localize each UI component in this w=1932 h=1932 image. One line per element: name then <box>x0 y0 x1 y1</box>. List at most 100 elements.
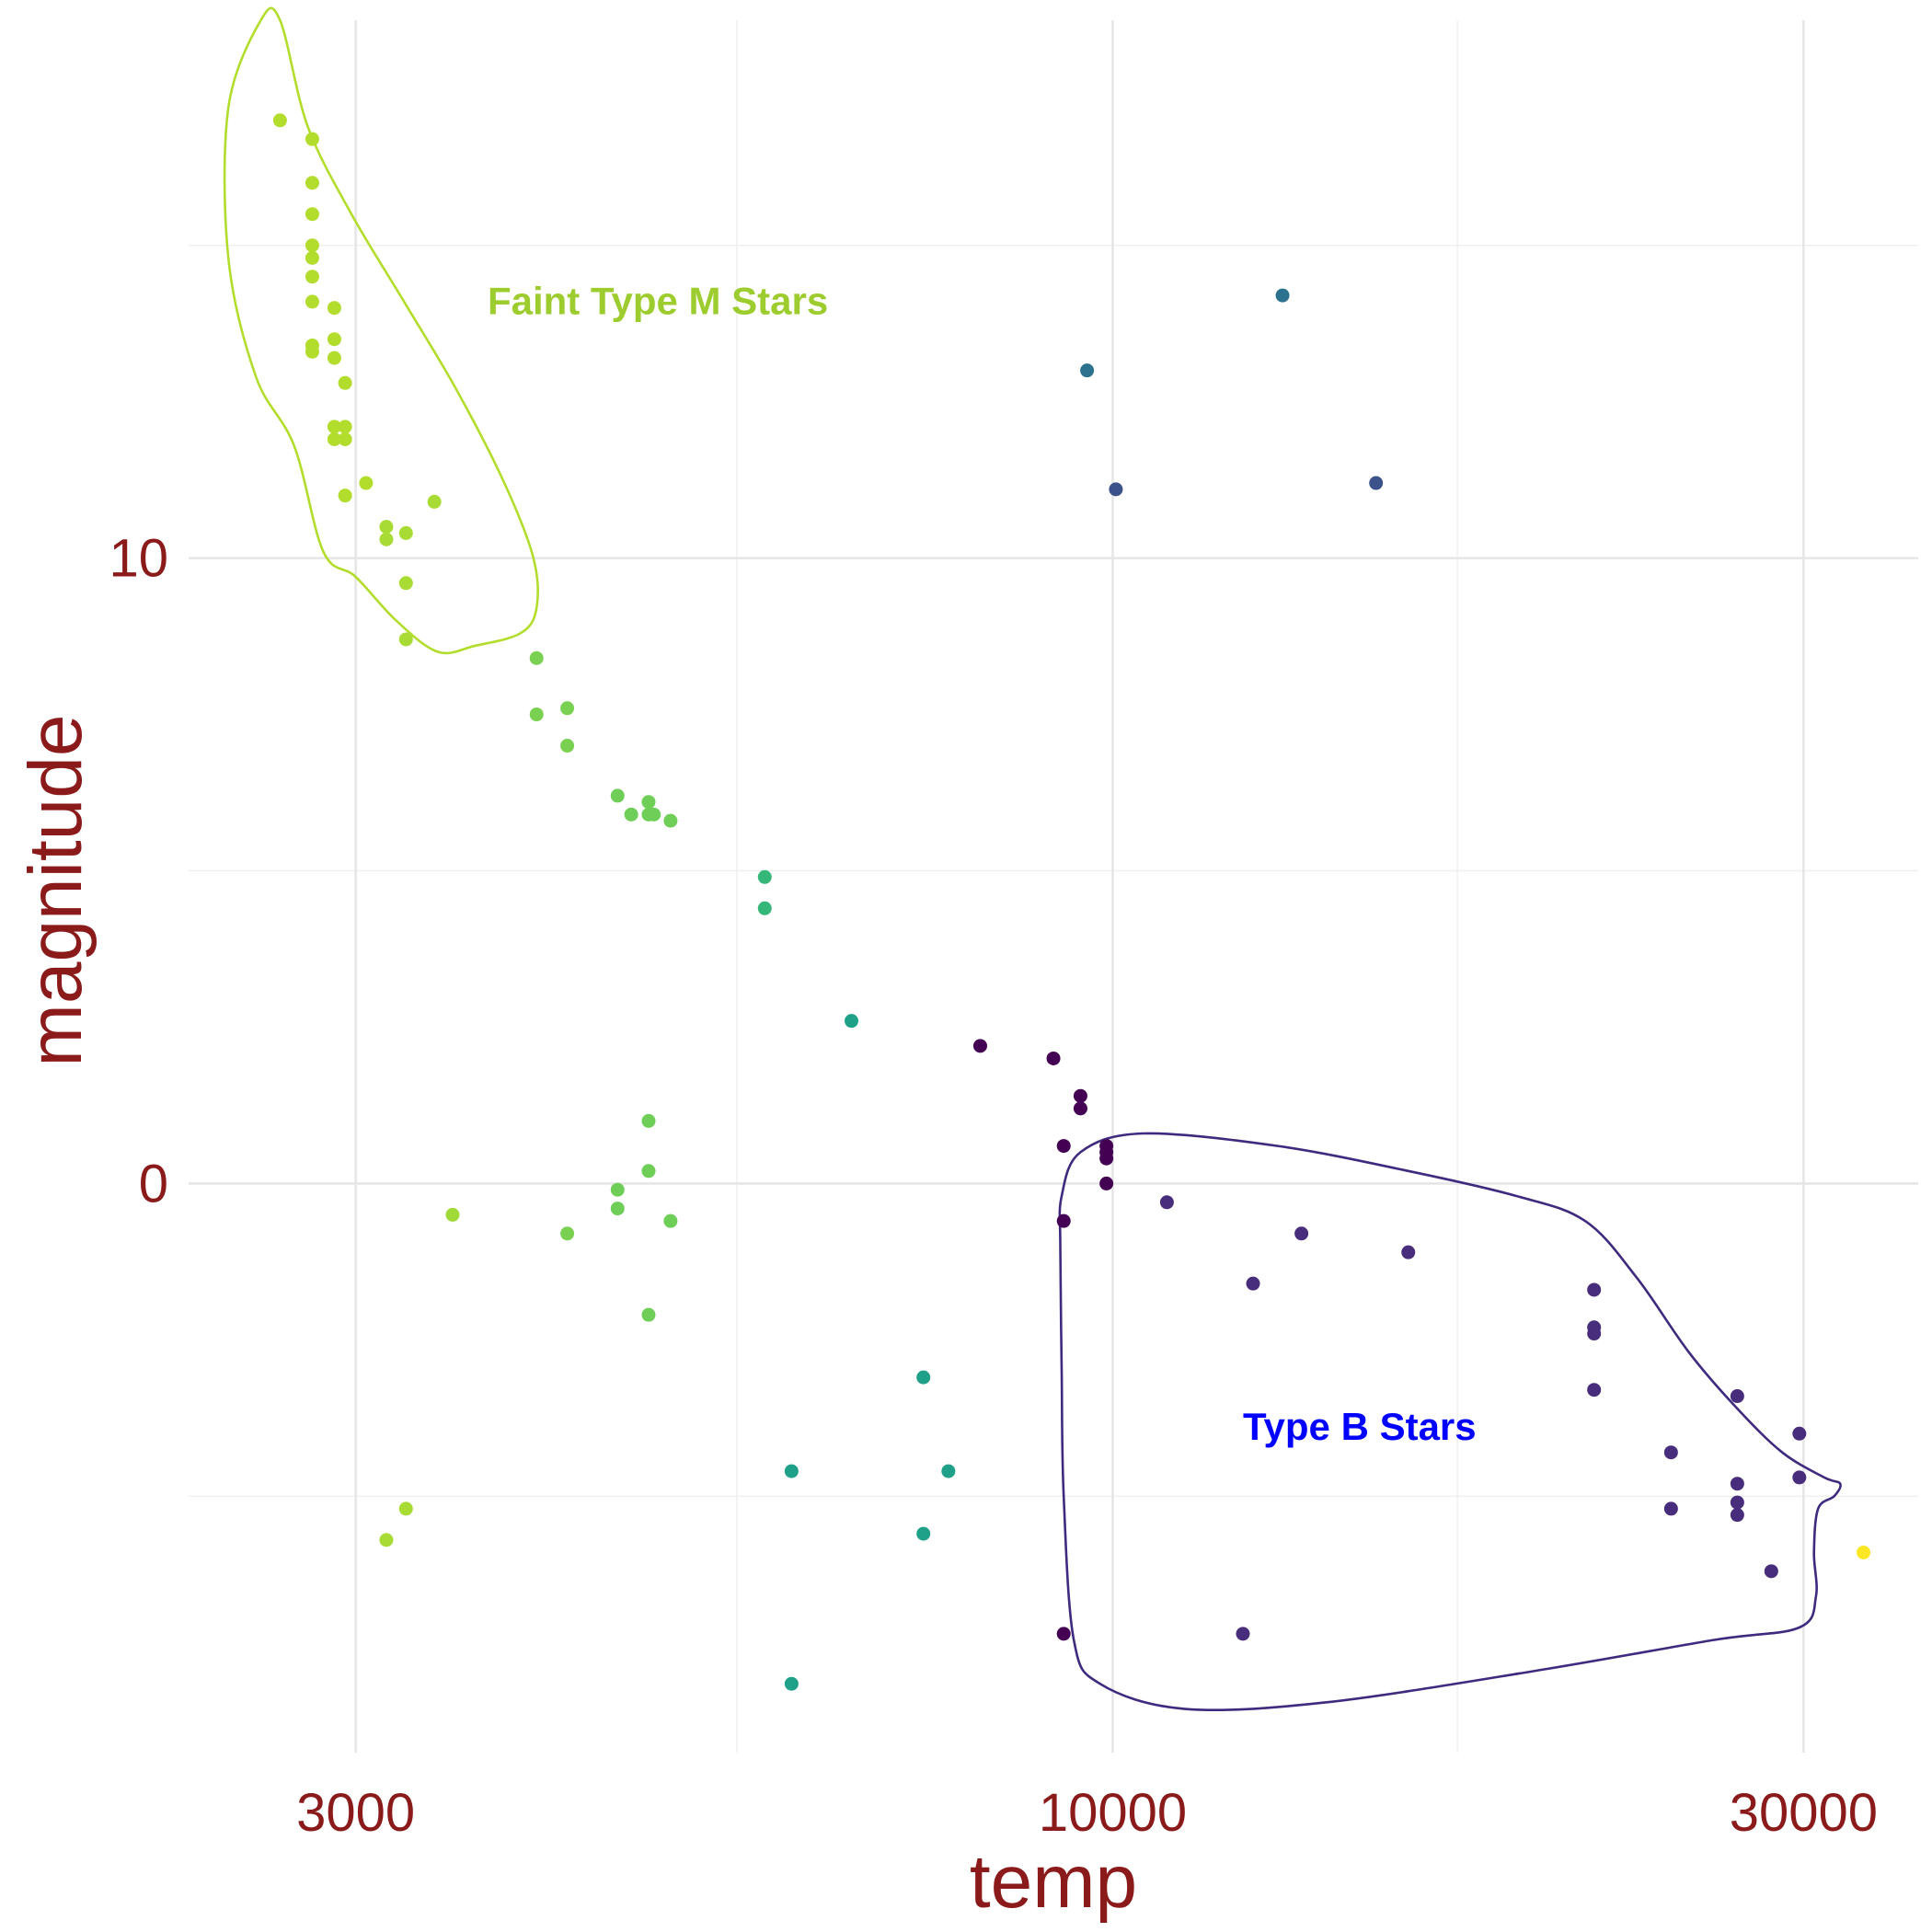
data-point <box>1073 1101 1087 1116</box>
data-point <box>1236 1627 1250 1641</box>
data-point <box>1764 1564 1778 1579</box>
data-point <box>1294 1226 1309 1241</box>
data-point <box>305 132 319 146</box>
group-outline <box>223 6 539 655</box>
data-point <box>305 250 319 265</box>
data-point <box>338 375 352 390</box>
data-point <box>1730 1389 1744 1404</box>
data-point <box>1663 1501 1678 1516</box>
data-point <box>972 1039 987 1053</box>
data-point <box>1056 1627 1071 1641</box>
data-point <box>379 1533 394 1547</box>
data-point <box>1401 1245 1416 1259</box>
data-point <box>327 301 341 316</box>
data-point <box>1730 1508 1744 1523</box>
data-point <box>305 294 319 309</box>
data-point <box>327 351 341 365</box>
data-point <box>1792 1470 1807 1485</box>
data-point <box>663 1213 678 1228</box>
data-point <box>647 807 661 822</box>
data-point <box>784 1464 799 1478</box>
data-point <box>1099 1151 1114 1166</box>
data-point <box>1587 1282 1602 1297</box>
data-point <box>641 1164 656 1179</box>
data-point <box>1159 1195 1174 1210</box>
data-point <box>641 1113 656 1128</box>
data-point <box>845 1014 859 1029</box>
x-tick-labels: 3000 10000 30000 <box>296 1783 1878 1843</box>
data-point <box>1663 1445 1678 1460</box>
data-point <box>1246 1276 1260 1291</box>
data-point <box>379 532 394 546</box>
data-point <box>624 807 638 822</box>
data-point <box>641 795 656 810</box>
x-tick-label: 30000 <box>1730 1783 1878 1843</box>
data-point <box>359 476 374 490</box>
data-point <box>757 869 772 884</box>
group-outline <box>1058 1132 1842 1712</box>
group-outlines <box>223 6 1842 1712</box>
data-point <box>1109 482 1123 497</box>
annotation-label: Type B Stars <box>1243 1405 1477 1448</box>
y-axis-title: magnitude <box>14 715 98 1067</box>
data-point <box>338 431 352 446</box>
data-point <box>1056 1139 1071 1154</box>
data-point <box>916 1370 931 1385</box>
data-point <box>398 525 413 540</box>
data-point <box>305 176 319 190</box>
data-point <box>327 332 341 347</box>
data-point <box>1730 1495 1744 1510</box>
data-point <box>1080 363 1095 378</box>
y-tick-label: 0 <box>139 1154 168 1213</box>
data-point <box>663 813 678 828</box>
data-point <box>560 1226 575 1241</box>
x-tick-label: 3000 <box>296 1783 415 1843</box>
data-point <box>1587 1327 1602 1341</box>
data-point <box>1046 1051 1061 1065</box>
data-point <box>398 576 413 591</box>
data-point <box>610 1182 625 1197</box>
data-point <box>379 520 394 535</box>
data-point <box>445 1207 460 1222</box>
data-point <box>560 739 575 753</box>
data-point <box>327 420 341 434</box>
data-point <box>1275 288 1290 303</box>
data-point <box>560 701 575 716</box>
data-point <box>338 420 352 434</box>
data-point <box>916 1526 931 1541</box>
annotation-label: Faint Type M Stars <box>488 279 828 322</box>
data-point <box>272 113 287 128</box>
data-point <box>1587 1383 1602 1397</box>
data-point <box>1056 1213 1071 1228</box>
data-point <box>610 1202 625 1216</box>
data-point <box>1730 1477 1744 1491</box>
data-point <box>1792 1426 1807 1441</box>
data-point <box>784 1676 799 1691</box>
data-point <box>641 1307 656 1322</box>
data-point <box>305 238 319 253</box>
data-point <box>529 650 544 665</box>
data-point <box>398 632 413 647</box>
x-axis-title: temp <box>970 1840 1137 1924</box>
y-tick-label: 10 <box>109 529 168 589</box>
x-tick-label: 10000 <box>1039 1783 1187 1843</box>
data-point <box>1099 1176 1114 1190</box>
data-points <box>272 113 1871 1691</box>
annotations: Faint Type M Stars Type B Stars <box>488 279 1477 1448</box>
data-point <box>757 901 772 915</box>
data-point <box>398 1501 413 1516</box>
data-point <box>327 431 341 446</box>
data-point <box>338 489 352 503</box>
data-point <box>1073 1088 1087 1103</box>
y-tick-labels: 0 10 <box>109 529 168 1214</box>
data-point <box>1857 1545 1871 1559</box>
data-point <box>941 1464 956 1478</box>
data-point <box>305 207 319 222</box>
grid-lines <box>189 20 1918 1753</box>
data-point <box>427 494 442 509</box>
data-point <box>529 707 544 722</box>
data-point <box>305 270 319 284</box>
data-point <box>610 788 625 803</box>
data-point <box>1369 476 1384 490</box>
